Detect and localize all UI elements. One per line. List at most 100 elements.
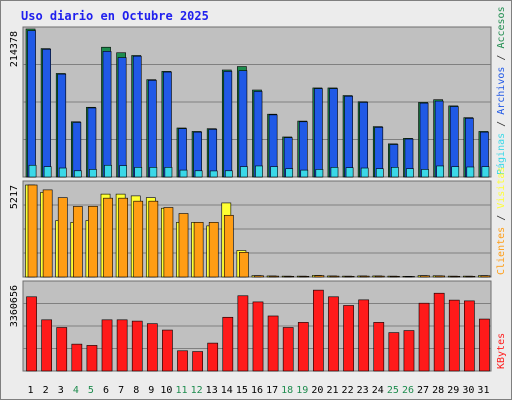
bar-clientes-day-16 [254,275,264,278]
bar-paginas-day-29 [451,166,460,178]
x-tick-label-day-13: 13 [206,385,218,396]
y-max-label-bottom: 3360656 [9,285,20,327]
bar-paginas-day-13 [209,170,218,178]
chart-title: Uso diario en Octubre 2025 [21,9,209,23]
x-tick-label-day-20: 20 [311,385,323,396]
legend-entry: Clientes [496,227,507,275]
bar-paginas-day-5 [89,169,97,178]
x-tick-label-day-9: 9 [148,385,154,396]
bar-clientes-day-1 [27,184,38,278]
x-tick-label-day-3: 3 [58,385,64,396]
legend-entry: / [496,115,507,133]
bar-paginas-day-9 [149,167,158,178]
bar-kbytes-day-5 [86,345,98,372]
bar-paginas-day-26 [406,168,414,178]
bar-clientes-day-5 [88,205,98,278]
x-tick-label-day-1: 1 [28,385,34,396]
x-tick-label-day-26: 26 [402,385,414,396]
bar-clientes-day-7 [118,197,128,278]
bar-archivos-day-9 [147,80,157,178]
bar-kbytes-day-22 [343,305,354,372]
bar-kbytes-day-14 [222,316,234,372]
bar-kbytes-day-3 [56,327,68,372]
y-max-label-top: 214378 [9,31,20,67]
bar-clientes-day-21 [329,275,340,278]
bar-kbytes-day-10 [162,329,173,372]
legend-entry: Archivos [496,67,507,115]
x-tick-label-day-7: 7 [118,385,124,396]
x-tick-label-day-30: 30 [462,385,474,396]
bar-archivos-day-2 [42,48,51,178]
bar-clientes-day-3 [57,197,68,278]
x-tick-label-day-24: 24 [372,385,384,396]
x-tick-label-day-12: 12 [191,385,203,396]
x-tick-label-day-17: 17 [266,385,278,396]
x-tick-label-day-15: 15 [236,385,248,396]
bar-kbytes-day-27 [418,302,430,372]
legend-entry: / [496,209,507,227]
legend-entry: Visitas [496,167,507,209]
bar-kbytes-day-20 [313,289,324,372]
x-tick-label-day-4: 4 [73,385,79,396]
bar-kbytes-day-1 [26,296,37,372]
bar-paginas-day-31 [481,166,490,178]
bar-kbytes-day-21 [328,296,339,372]
bar-archivos-day-3 [57,73,67,178]
bar-clientes-day-18 [284,275,295,278]
bar-clientes-day-15 [239,252,249,278]
bar-paginas-day-6 [104,164,112,178]
bar-archivos-day-16 [253,91,263,178]
x-tick-label-day-19: 19 [296,385,308,396]
x-tick-label-day-29: 29 [447,385,459,396]
bar-kbytes-day-11 [177,350,188,372]
bar-kbytes-day-19 [297,322,309,372]
bar-clientes-day-17 [269,275,279,278]
bar-clientes-day-6 [103,197,113,278]
bar-kbytes-day-7 [116,319,128,372]
x-tick-label-day-11: 11 [175,385,187,396]
bar-clientes-day-25 [390,275,400,278]
bar-kbytes-day-6 [101,319,113,372]
bar-paginas-day-14 [224,170,233,178]
bar-paginas-day-20 [315,169,324,178]
bar-kbytes-day-9 [146,323,158,372]
bar-archivos-day-11 [178,128,187,178]
legend-bottom: KBytes [496,333,507,369]
bar-paginas-day-3 [58,167,67,178]
x-tick-label-day-2: 2 [43,385,49,396]
x-tick-label-day-21: 21 [326,385,338,396]
x-tick-label-day-10: 10 [160,385,172,396]
bar-paginas-day-30 [466,166,475,178]
bar-paginas-day-4 [73,170,82,178]
bar-kbytes-day-18 [282,327,294,372]
bar-archivos-day-10 [163,71,172,178]
bar-kbytes-day-28 [433,292,445,372]
bar-kbytes-day-24 [373,322,385,372]
bar-archivos-day-21 [329,88,338,178]
bar-clientes-day-9 [148,200,159,278]
bar-paginas-day-17 [270,166,278,178]
bar-clientes-day-23 [359,275,370,278]
bar-clientes-day-8 [133,200,144,278]
bar-clientes-day-10 [163,207,174,278]
bar-paginas-day-8 [134,167,143,178]
bar-paginas-day-18 [285,168,294,178]
bar-clientes-day-28 [435,275,446,278]
bar-clientes-day-14 [223,214,234,278]
bar-clientes-day-22 [344,275,355,278]
bar-archivos-day-4 [72,122,82,178]
legend-entry: / [496,49,507,67]
bar-paginas-day-1 [28,164,37,178]
bar-paginas-day-12 [194,170,203,178]
bar-archivos-day-22 [344,95,353,178]
bar-kbytes-day-26 [403,330,415,372]
bar-archivos-day-28 [434,100,444,178]
x-tick-label-day-28: 28 [432,385,444,396]
bar-paginas-day-15 [240,166,248,178]
legend-top: Páginas / Archivos / Accesos [495,6,507,175]
bar-paginas-day-2 [43,166,52,178]
x-tick-label-day-6: 6 [103,385,109,396]
bar-clientes-day-26 [405,276,415,278]
